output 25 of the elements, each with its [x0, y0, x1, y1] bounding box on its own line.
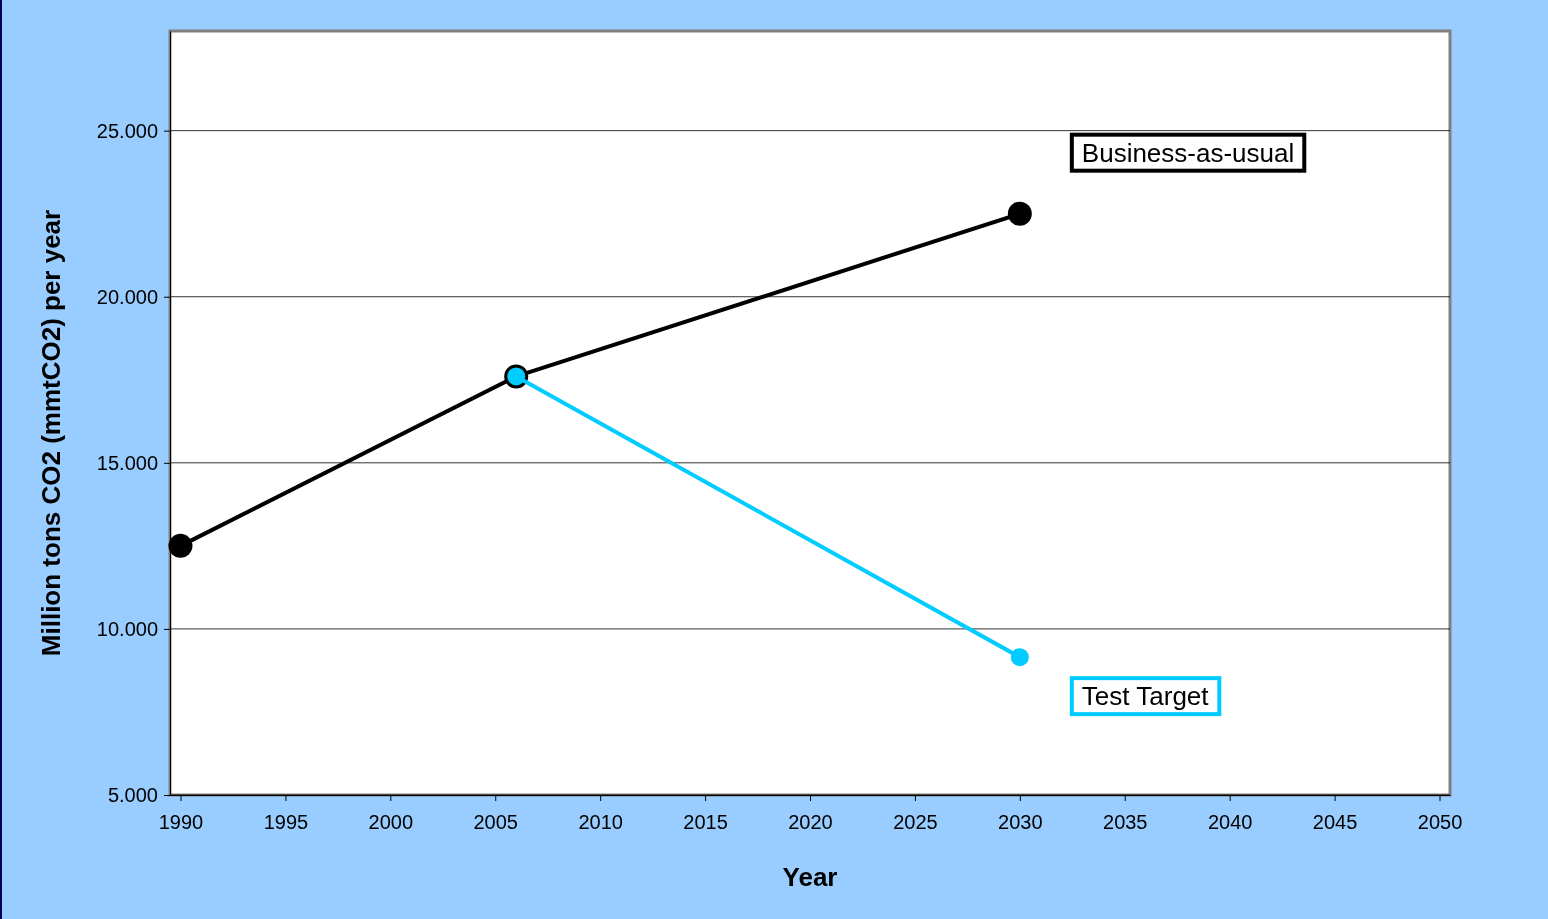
x-tick-label: 1995: [263, 811, 309, 834]
x-tick-label: 2045: [1312, 811, 1358, 834]
x-tick-label: 2040: [1207, 811, 1253, 834]
y-tick-label: 15.000: [96, 451, 158, 474]
y-tick-label: 25.000: [96, 119, 158, 142]
text: Business-as-usual: [1081, 137, 1295, 168]
x-tick-label: 2010: [578, 811, 623, 834]
text: Test Target: [1081, 681, 1210, 712]
x-axis-title: Year: [782, 862, 838, 892]
y-tick-label: 10.000: [96, 617, 158, 640]
x-tick-label: 1990: [158, 811, 204, 834]
y-axis-title: Million tons CO2 (mmtCO2) per year: [36, 209, 66, 657]
x-tick-label: 2035: [1103, 811, 1148, 834]
x-tick-label: 2000: [368, 811, 414, 834]
x-tick-label: 2030: [998, 811, 1043, 834]
point: [1007, 201, 1032, 226]
x-tick-label: 2020: [788, 811, 833, 834]
x-tick-label: 2025: [893, 811, 938, 834]
point: [1010, 648, 1029, 667]
y-tick-label: 5.000: [107, 783, 158, 806]
x-tick-label: 2005: [473, 811, 518, 834]
x-tick-label: 2015: [683, 811, 728, 834]
x-tick-label: 2050: [1417, 811, 1463, 834]
y-tick-label: 20.000: [96, 285, 158, 308]
point: [168, 533, 193, 558]
